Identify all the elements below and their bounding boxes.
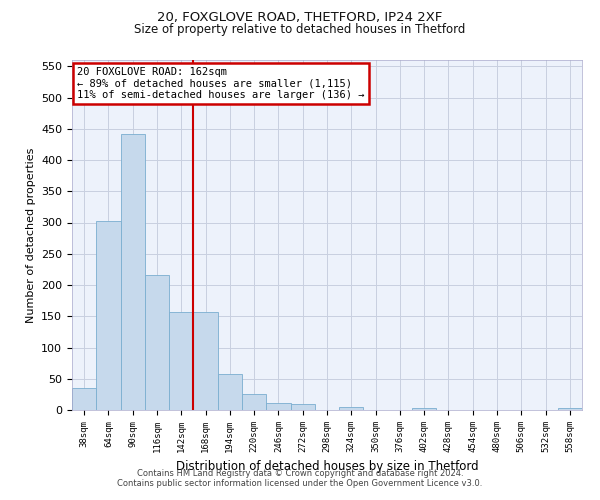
Y-axis label: Number of detached properties: Number of detached properties	[26, 148, 35, 322]
Text: Contains public sector information licensed under the Open Government Licence v3: Contains public sector information licen…	[118, 478, 482, 488]
Bar	[266, 403, 290, 410]
Bar	[242, 394, 266, 410]
Bar	[145, 275, 169, 410]
Bar	[193, 312, 218, 410]
Text: Size of property relative to detached houses in Thetford: Size of property relative to detached ho…	[134, 22, 466, 36]
X-axis label: Distribution of detached houses by size in Thetford: Distribution of detached houses by size …	[176, 460, 478, 473]
Bar	[169, 312, 193, 410]
Text: Contains HM Land Registry data © Crown copyright and database right 2024.: Contains HM Land Registry data © Crown c…	[137, 468, 463, 477]
Text: 20, FOXGLOVE ROAD, THETFORD, IP24 2XF: 20, FOXGLOVE ROAD, THETFORD, IP24 2XF	[157, 11, 443, 24]
Bar	[121, 134, 145, 410]
Bar	[96, 220, 121, 410]
Bar	[412, 408, 436, 410]
Bar	[72, 388, 96, 410]
Text: 20 FOXGLOVE ROAD: 162sqm
← 89% of detached houses are smaller (1,115)
11% of sem: 20 FOXGLOVE ROAD: 162sqm ← 89% of detach…	[77, 67, 365, 100]
Bar	[218, 374, 242, 410]
Bar	[339, 407, 364, 410]
Bar	[290, 404, 315, 410]
Bar	[558, 408, 582, 410]
